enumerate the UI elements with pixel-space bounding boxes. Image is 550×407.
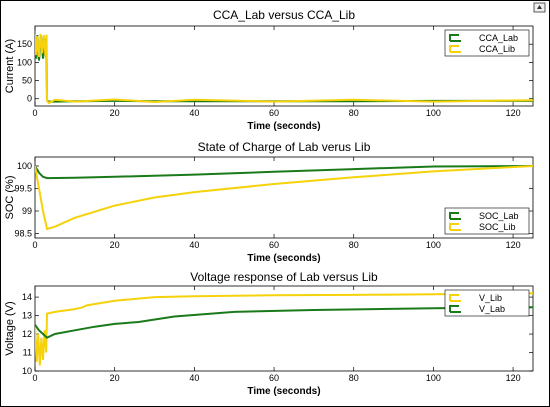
series-line-v-lib bbox=[35, 292, 533, 366]
chart-1: CCA_Lab versus CCA_Lib 0 20 40 60 80 100 120 0 50… bbox=[4, 8, 534, 132]
legend-label: SOC_Lib bbox=[479, 222, 516, 232]
x-tick-label: 40 bbox=[189, 240, 199, 250]
chart-title: Voltage response of Lab versus Lib bbox=[190, 270, 378, 284]
x-tick-label: 100 bbox=[426, 373, 441, 383]
x-tick-label: 80 bbox=[349, 373, 359, 383]
y-tick-label: 14 bbox=[22, 292, 32, 302]
y-tick-label: 100 bbox=[17, 57, 32, 67]
y-tick-label: 13 bbox=[22, 311, 32, 321]
series-line-soc-lib bbox=[35, 165, 533, 231]
y-tick-label: 100 bbox=[17, 161, 32, 171]
legend-swatch bbox=[449, 294, 461, 302]
legend-swatch bbox=[449, 305, 461, 313]
series-group bbox=[35, 292, 533, 366]
x-tick-label: 100 bbox=[426, 240, 441, 250]
y-tick-label: 50 bbox=[22, 76, 32, 86]
legend-label: V_Lab bbox=[479, 304, 505, 314]
legend-label: SOC_Lab bbox=[479, 211, 519, 221]
x-axis-label: Time (seconds) bbox=[247, 253, 320, 264]
x-tick-label: 20 bbox=[110, 240, 120, 250]
series-group bbox=[35, 33, 533, 105]
chart-title: State of Charge of Lab verus Lib bbox=[198, 140, 371, 154]
legend-swatch bbox=[449, 34, 461, 42]
x-tick-label: 80 bbox=[349, 240, 359, 250]
y-tick-label: 10 bbox=[22, 366, 32, 376]
y-tick-label: 150 bbox=[17, 39, 32, 49]
x-tick-label: 120 bbox=[506, 240, 521, 250]
export-icon[interactable] bbox=[533, 2, 546, 13]
x-tick-label: 20 bbox=[110, 373, 120, 383]
y-axis-label: Voltage (V) bbox=[4, 301, 16, 355]
y-tick-label: 11 bbox=[23, 348, 32, 358]
x-tick-label: 40 bbox=[189, 108, 199, 118]
legend-label: CCA_Lab bbox=[479, 33, 518, 43]
x-tick-label: 100 bbox=[426, 108, 441, 118]
y-tick-label: 99.5 bbox=[14, 184, 32, 194]
chart-3: Voltage response of Lab versus Lib 0 20 40 6… bbox=[4, 270, 534, 397]
x-tick-label: 0 bbox=[32, 240, 37, 250]
series-line-soc-lab bbox=[35, 165, 533, 180]
y-axis-label: SOC (%) bbox=[4, 176, 16, 220]
x-tick-label: 60 bbox=[269, 240, 279, 250]
chart-title: CCA_Lab versus CCA_Lib bbox=[213, 8, 355, 22]
legend-label: CCA_Lib bbox=[479, 44, 515, 54]
y-tick-label: 98.5 bbox=[14, 229, 32, 239]
y-axis-label: Current (A) bbox=[4, 39, 16, 93]
x-axis-label: Time (seconds) bbox=[247, 386, 320, 397]
y-tick-label: 99 bbox=[22, 206, 32, 216]
y-tick-label: 0 bbox=[27, 94, 32, 104]
chart-2: State of Charge of Lab verus Lib 0 20 40 60 8… bbox=[4, 140, 534, 264]
x-tick-label: 40 bbox=[189, 373, 199, 383]
legend-swatch bbox=[449, 45, 461, 53]
series-line-v-lab bbox=[35, 306, 533, 339]
x-tick-label: 120 bbox=[506, 108, 521, 118]
x-tick-label: 60 bbox=[269, 373, 279, 383]
legend-swatch bbox=[449, 212, 461, 220]
x-tick-label: 120 bbox=[506, 373, 521, 383]
x-tick-label: 20 bbox=[110, 108, 120, 118]
x-tick-label: 0 bbox=[32, 108, 37, 118]
x-tick-label: 80 bbox=[349, 108, 359, 118]
legend-swatch bbox=[449, 223, 461, 231]
x-axis-label: Time (seconds) bbox=[247, 121, 320, 132]
series-group bbox=[35, 165, 533, 231]
x-tick-label: 60 bbox=[269, 108, 279, 118]
x-tick-label: 0 bbox=[32, 373, 37, 383]
legend-label: V_Lib bbox=[479, 293, 502, 303]
series-line-cca-lib bbox=[35, 33, 533, 105]
y-tick-label: 12 bbox=[22, 329, 32, 339]
